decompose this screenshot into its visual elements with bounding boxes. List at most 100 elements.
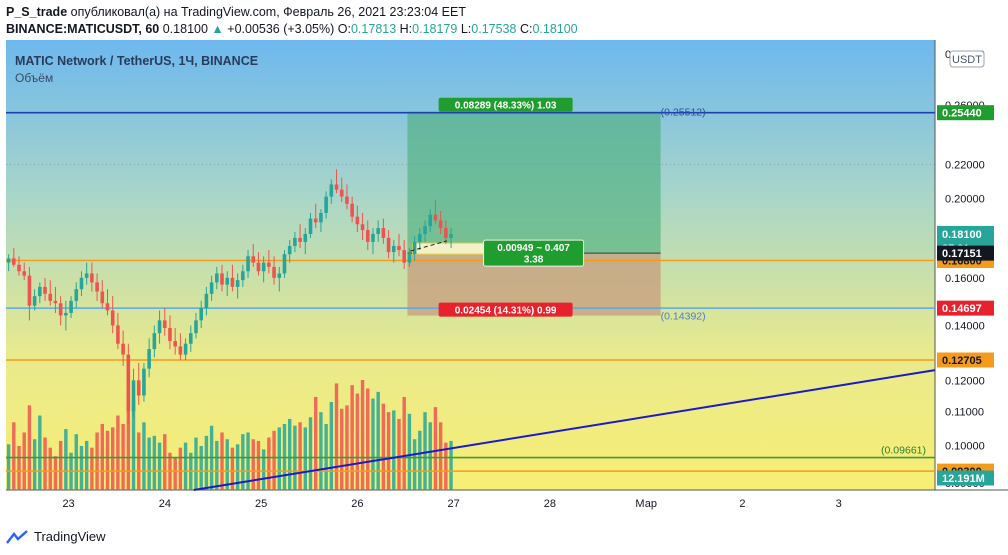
candle-body <box>126 354 131 412</box>
currency-label: USDT <box>952 54 982 66</box>
candle-body <box>152 333 157 350</box>
tradingview-logo[interactable]: TradingView <box>6 529 106 544</box>
candle-body <box>110 310 115 326</box>
trend-line[interactable] <box>193 240 936 491</box>
profit-label: 0.08289 (48.33%) 1.03 <box>438 97 573 112</box>
candle-body <box>376 228 380 234</box>
volume-bar <box>235 444 240 490</box>
candle-body <box>444 228 448 238</box>
target-level-text: (0.25512) <box>661 107 706 119</box>
candle-body <box>64 312 68 316</box>
volume-bar <box>256 440 261 490</box>
entry-price-tag: 0.17151 <box>937 245 994 261</box>
candle-body <box>313 218 318 223</box>
time-tick-label: 25 <box>255 498 267 510</box>
price-chart[interactable]: 0.08289 (48.33%) 1.03 0.02454 (14.31%) 0.… <box>0 40 1008 520</box>
candle-body <box>100 291 105 304</box>
time-tick-label: 3 <box>836 498 842 510</box>
volume-bar <box>392 410 396 490</box>
candle-body <box>69 300 73 313</box>
volume-bar <box>95 432 99 490</box>
level-tag-text: (0.09661) <box>881 445 926 457</box>
candle-body <box>121 343 125 355</box>
candle-body <box>345 196 349 204</box>
candle-body <box>272 266 276 278</box>
volume-bar <box>204 435 209 490</box>
price-tick-label: 0.11000 <box>945 406 984 418</box>
volume-bar <box>90 447 94 490</box>
volume-bar <box>412 439 417 490</box>
candle-body <box>256 262 261 272</box>
last-price: 0.18100 <box>162 22 208 36</box>
price-tick-label: 0.16000 <box>945 273 985 285</box>
candle-body <box>95 282 99 292</box>
author-name[interactable]: P_S_trade <box>6 5 68 19</box>
volume-bar <box>376 391 380 490</box>
candle-body <box>397 245 401 251</box>
candle-body <box>131 380 136 412</box>
open-label: O: <box>337 22 351 36</box>
ratio-label-border <box>483 239 585 267</box>
candle-body <box>48 293 53 301</box>
ratio-label-bg <box>483 240 584 267</box>
time-tick-label: 23 <box>62 498 74 510</box>
entry-price-tag-bg <box>937 245 994 261</box>
volume-bar <box>277 427 281 490</box>
candle-body <box>407 254 412 263</box>
candle-body <box>215 273 219 283</box>
currency-badge[interactable] <box>949 50 985 68</box>
candle-body <box>225 277 230 285</box>
candle-body <box>246 256 250 272</box>
volume-bar <box>131 400 136 490</box>
level-tag-text: 0.25440 <box>942 108 982 120</box>
candle-body <box>58 303 63 316</box>
time-tick-label: 24 <box>159 498 171 510</box>
volume-bar <box>173 457 177 490</box>
candle-body <box>74 289 79 301</box>
candle-body <box>418 233 422 242</box>
volume-bar <box>397 418 401 490</box>
candle-body <box>303 233 308 242</box>
candle-body <box>53 300 58 304</box>
volume-tag-text: 12.191M <box>942 473 985 485</box>
candle-body <box>449 233 453 238</box>
price-change: +0.00536 (+3.05%) <box>227 22 335 36</box>
candle-body <box>371 233 375 242</box>
volume-bar <box>64 429 68 490</box>
volume-bar <box>360 380 365 490</box>
entry-price-tag-text: 0.17151 <box>942 248 982 260</box>
volume-bar <box>17 446 21 490</box>
position-labels[interactable]: 0.08289 (48.33%) 1.03 0.02454 (14.31%) 0.… <box>438 97 706 323</box>
candle-body <box>157 320 162 334</box>
volume-bar <box>366 388 370 490</box>
low-label: L: <box>460 22 472 36</box>
volume-bar <box>444 442 448 490</box>
ratio-label-text: 3.38 <box>524 255 544 266</box>
volume-bar <box>12 422 16 490</box>
volume-bar <box>386 412 391 490</box>
price-axis[interactable]: 0.300000.260000.220000.200000.160000.140… <box>881 49 994 490</box>
volume-bar <box>126 388 131 490</box>
time-tick-label: Мар <box>635 498 657 510</box>
candle-body <box>38 286 42 297</box>
time-axis[interactable]: 23 24 25 26 27 28 Мар 2 3 <box>62 498 841 510</box>
candle-body <box>428 214 433 227</box>
candle-body <box>43 286 47 294</box>
candle-body <box>298 237 302 242</box>
volume-bar <box>407 413 412 490</box>
price-tick-label: 0.10000 <box>945 440 985 452</box>
volume-bar <box>111 427 115 490</box>
candle-body <box>282 254 287 274</box>
volume-bar <box>53 456 58 490</box>
profit-label-bg <box>438 97 573 112</box>
candle-body <box>267 262 271 267</box>
candle-body <box>12 258 16 265</box>
candle-body <box>350 203 354 217</box>
published-text: опубликовал(а) на TradingView.com, Февра… <box>70 5 466 19</box>
candle-body <box>319 212 323 223</box>
level-tag: 0.25440 <box>937 105 994 121</box>
candle-body <box>251 256 256 263</box>
volume-bar <box>215 440 219 490</box>
volume-bar <box>38 415 42 490</box>
candle-body <box>84 273 89 278</box>
